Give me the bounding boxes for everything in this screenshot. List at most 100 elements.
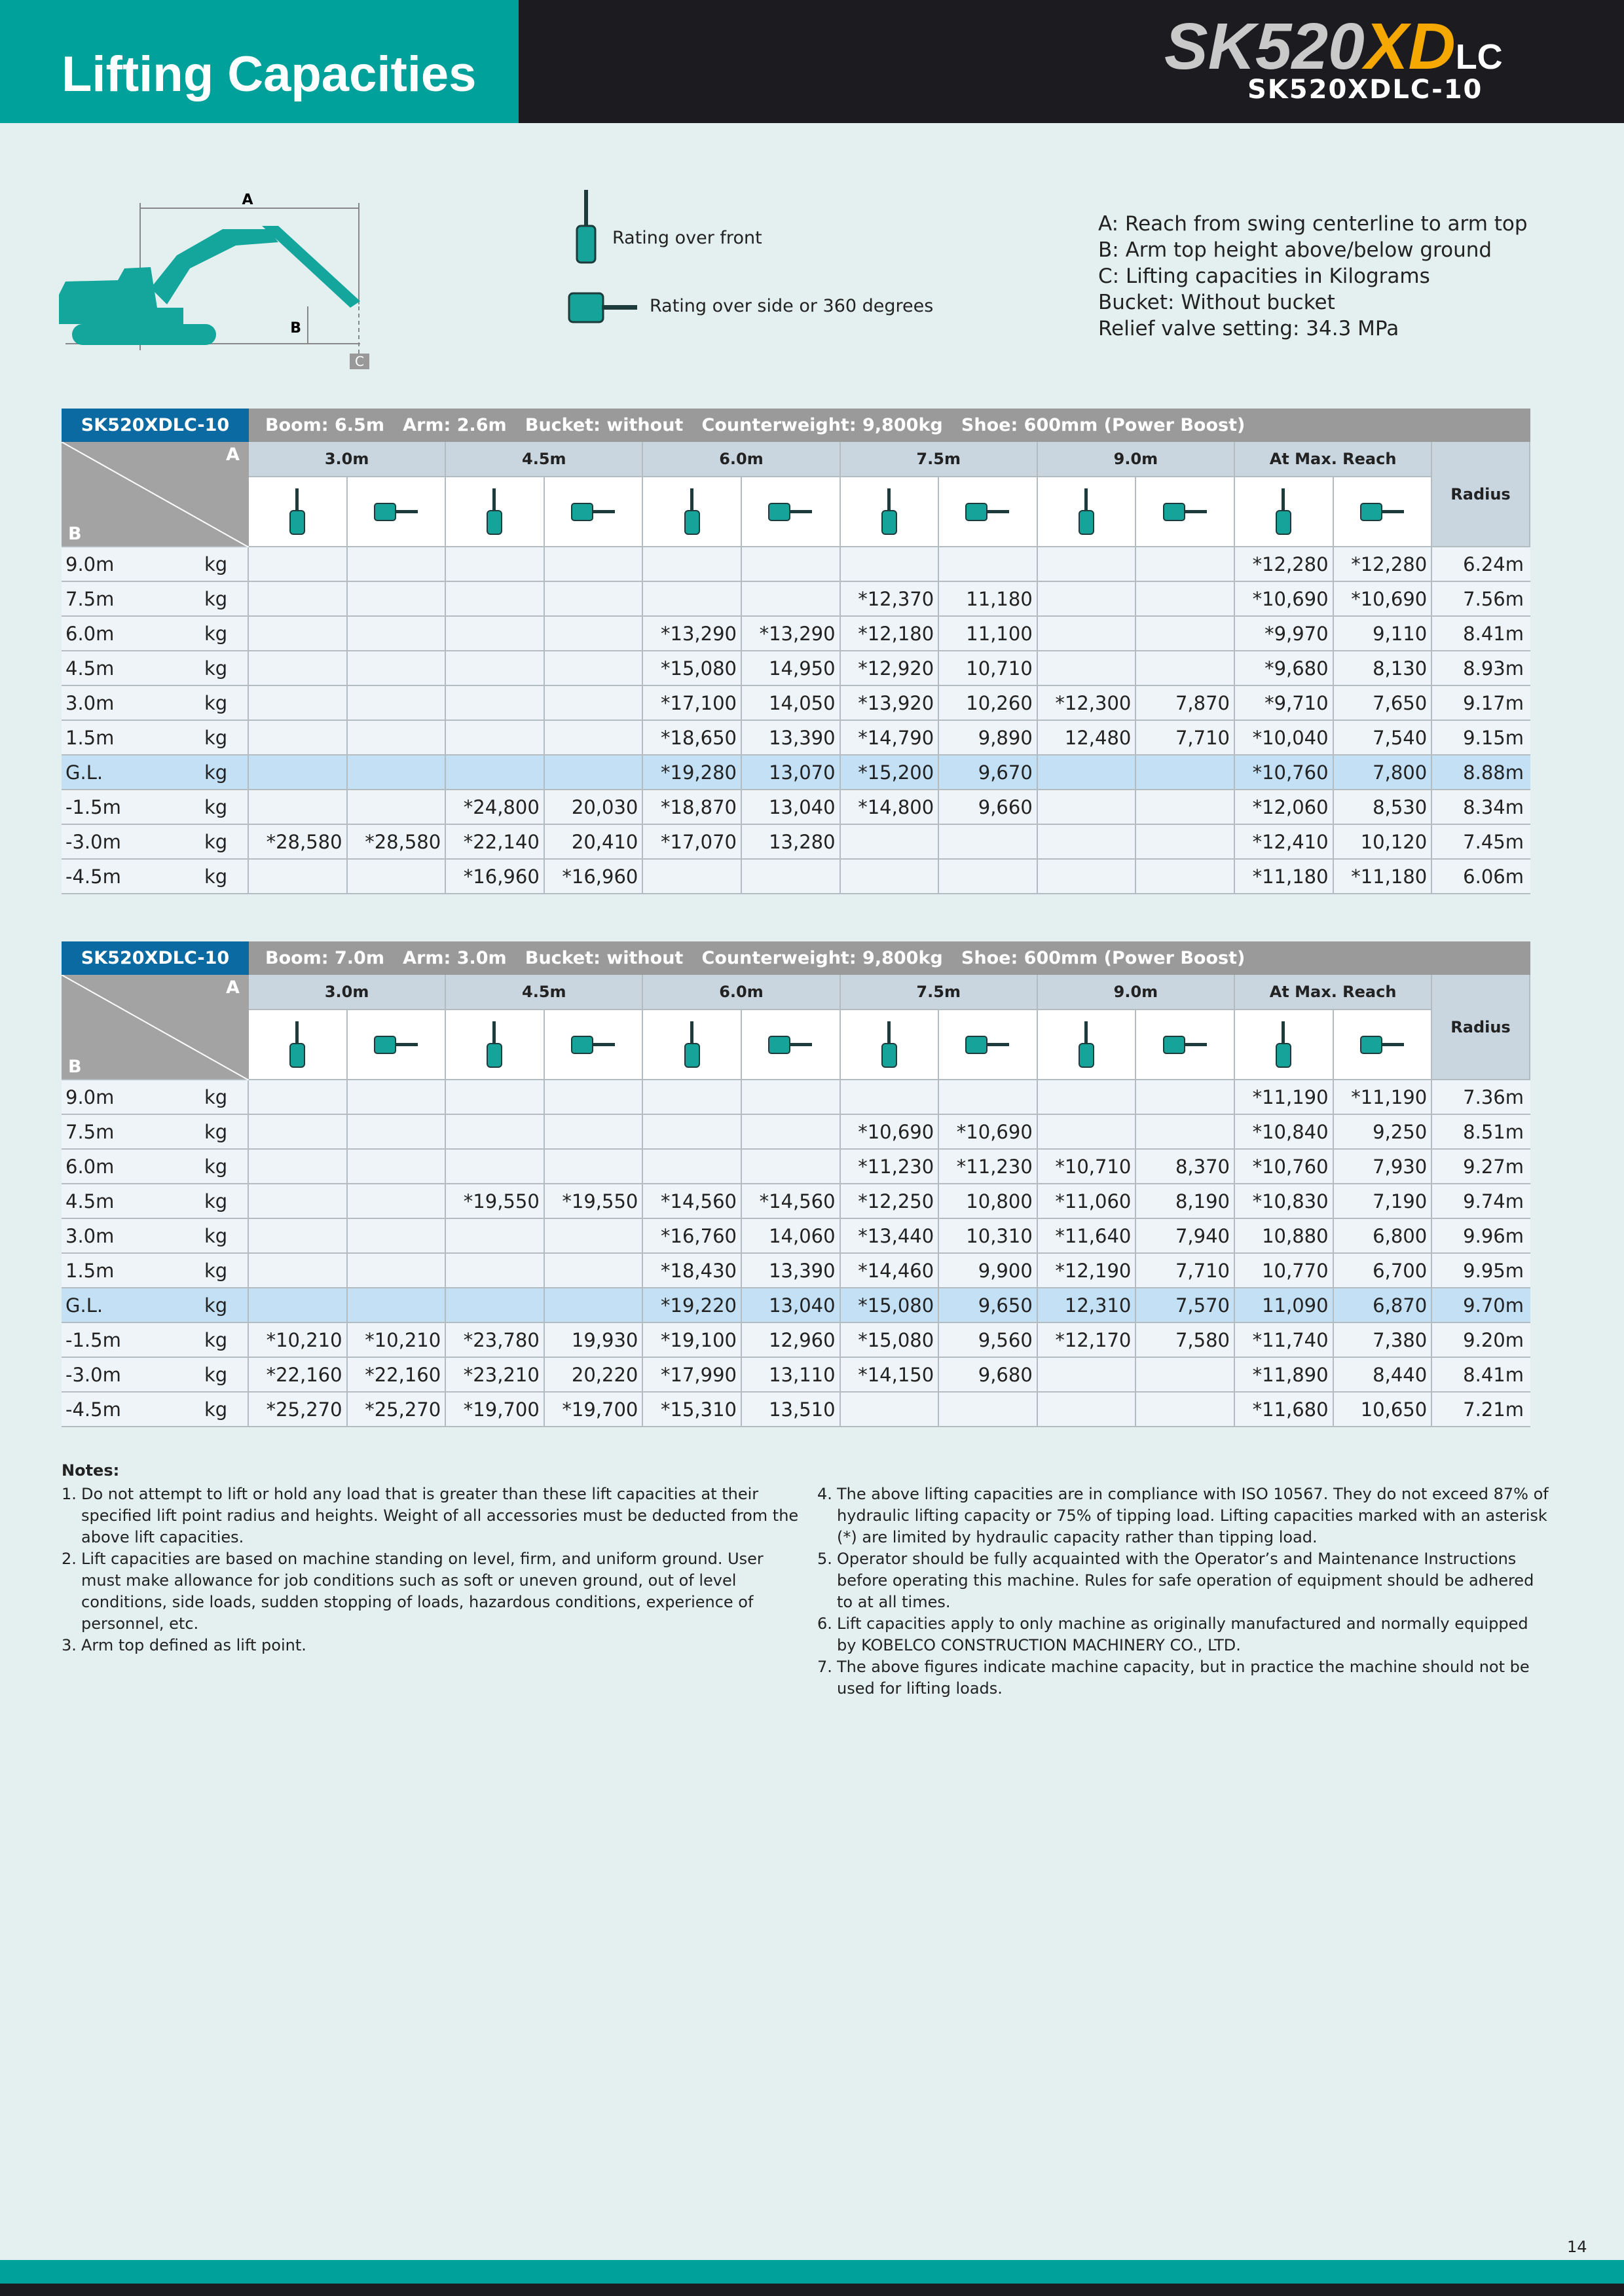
capacity-cell <box>939 1080 1038 1115</box>
capacity-cell: *10,040 <box>1235 721 1334 756</box>
capacity-cell: 12,310 <box>1037 1288 1137 1323</box>
capacity-cell <box>347 790 447 825</box>
capacity-cell <box>643 547 742 582</box>
row-radius: 8.88m <box>1432 756 1530 790</box>
capacity-cell <box>840 860 940 894</box>
capacity-cell <box>347 1219 447 1254</box>
note-number: 7. <box>817 1658 832 1676</box>
front-icon <box>1276 488 1292 535</box>
capacity-cell <box>643 1150 742 1184</box>
row-unit: kg <box>185 686 249 721</box>
row-unit: kg <box>185 617 249 651</box>
capacity-cell: 10,710 <box>939 651 1038 686</box>
note-number: 3. <box>62 1636 77 1654</box>
capacity-cell: 10,770 <box>1235 1254 1334 1288</box>
capacity-cell <box>1037 1358 1137 1393</box>
definition: C: Lifting capacities in Kilograms <box>1098 264 1430 288</box>
definition: Bucket: Without bucket <box>1098 291 1335 314</box>
capacity-cell: 13,070 <box>742 756 841 790</box>
capacity-cell: 7,190 <box>1333 1184 1433 1219</box>
row-height: 3.0m <box>62 686 185 721</box>
corner-diagonal <box>61 441 249 548</box>
front-icon <box>1276 1021 1292 1068</box>
capacity-cell: *10,840 <box>1235 1115 1334 1150</box>
model-label: SK520XDLC-10 <box>62 409 249 442</box>
side-icon <box>1162 502 1207 521</box>
capacity-cell <box>840 1393 940 1427</box>
row-height: -3.0m <box>62 1358 185 1393</box>
capacity-cell <box>347 651 447 686</box>
capacity-cell <box>1136 547 1235 582</box>
row-unit: kg <box>185 1288 249 1323</box>
note-item: 2. Lift capacities are based on machine s… <box>62 1548 802 1635</box>
excavator-diagram: A B C <box>59 192 369 369</box>
definition: Relief valve setting: 34.3 MPa <box>1098 317 1399 340</box>
row-unit: kg <box>185 1254 249 1288</box>
row-bg <box>62 825 1530 860</box>
icon-cell <box>1037 477 1137 547</box>
capacity-cell: 11,180 <box>939 582 1038 617</box>
capacity-cell: *12,280 <box>1333 547 1433 582</box>
capacity-cell: *18,650 <box>643 721 742 756</box>
capacity-cell: 8,370 <box>1136 1150 1235 1184</box>
capacity-cell <box>544 1219 644 1254</box>
corner-a: A <box>226 977 240 998</box>
capacity-cell: *10,760 <box>1235 1150 1334 1184</box>
header-title-block <box>0 0 519 123</box>
capacity-cell: *11,230 <box>939 1150 1038 1184</box>
note-item: 4. The above lifting capacities are in co… <box>817 1484 1551 1548</box>
capacity-cell: *10,210 <box>249 1323 348 1358</box>
row-radius: 6.06m <box>1432 860 1530 894</box>
definitions: A: Reach from swing centerline to arm to… <box>1098 211 1528 342</box>
capacity-cell <box>1136 1358 1235 1393</box>
capacity-cell <box>446 651 545 686</box>
column-header: 4.5m <box>446 975 644 1010</box>
capacity-cell: 7,380 <box>1333 1323 1433 1358</box>
row-radius: 7.45m <box>1432 825 1530 860</box>
column-header: 3.0m <box>249 975 447 1010</box>
capacity-cell <box>1136 756 1235 790</box>
capacity-cell <box>446 1219 545 1254</box>
capacity-cell: 12,480 <box>1037 721 1137 756</box>
logo-model: SK520 <box>1164 10 1365 83</box>
row-unit: kg <box>185 825 249 860</box>
corner-b: B <box>68 524 82 544</box>
note-number: 4. <box>817 1485 832 1503</box>
front-icon <box>1079 1021 1095 1068</box>
capacity-cell <box>939 1393 1038 1427</box>
capacity-cell <box>1037 582 1137 617</box>
notes-title: Notes: <box>62 1461 120 1480</box>
column-header: 9.0m <box>1037 975 1235 1010</box>
capacity-cell: *11,640 <box>1037 1219 1137 1254</box>
capacity-cell: *9,680 <box>1235 651 1334 686</box>
capacity-cell: *22,160 <box>347 1358 447 1393</box>
capacity-cell: *14,150 <box>840 1358 940 1393</box>
logo: SK520XDLC <box>1164 10 1503 93</box>
row-radius: 9.15m <box>1432 721 1530 756</box>
column-header: 9.0m <box>1037 442 1235 477</box>
capacity-cell: *23,210 <box>446 1358 545 1393</box>
column-header: 7.5m <box>840 975 1038 1010</box>
row-height: 1.5m <box>62 1254 185 1288</box>
icon-cell <box>1136 1010 1235 1080</box>
row-radius: 7.36m <box>1432 1080 1530 1115</box>
row-radius: 8.51m <box>1432 1115 1530 1150</box>
capacity-cell: 14,950 <box>742 651 841 686</box>
capacity-cell: 20,220 <box>544 1358 644 1393</box>
capacity-cell <box>1136 860 1235 894</box>
capacity-cell: *15,080 <box>643 651 742 686</box>
capacity-cell: *14,560 <box>643 1184 742 1219</box>
capacity-cell: *16,960 <box>446 860 545 894</box>
capacity-cell: *13,440 <box>840 1219 940 1254</box>
note-item: 3. Arm top defined as lift point. <box>62 1635 802 1656</box>
side-icon <box>768 502 813 521</box>
capacity-cell <box>742 860 841 894</box>
capacity-cell <box>939 860 1038 894</box>
capacity-cell <box>446 547 545 582</box>
capacity-cell: *11,680 <box>1235 1393 1334 1427</box>
row-bg <box>62 1254 1530 1288</box>
side-icon <box>373 502 418 521</box>
capacity-cell <box>544 1115 644 1150</box>
capacity-cell <box>1136 617 1235 651</box>
row-unit: kg <box>185 860 249 894</box>
